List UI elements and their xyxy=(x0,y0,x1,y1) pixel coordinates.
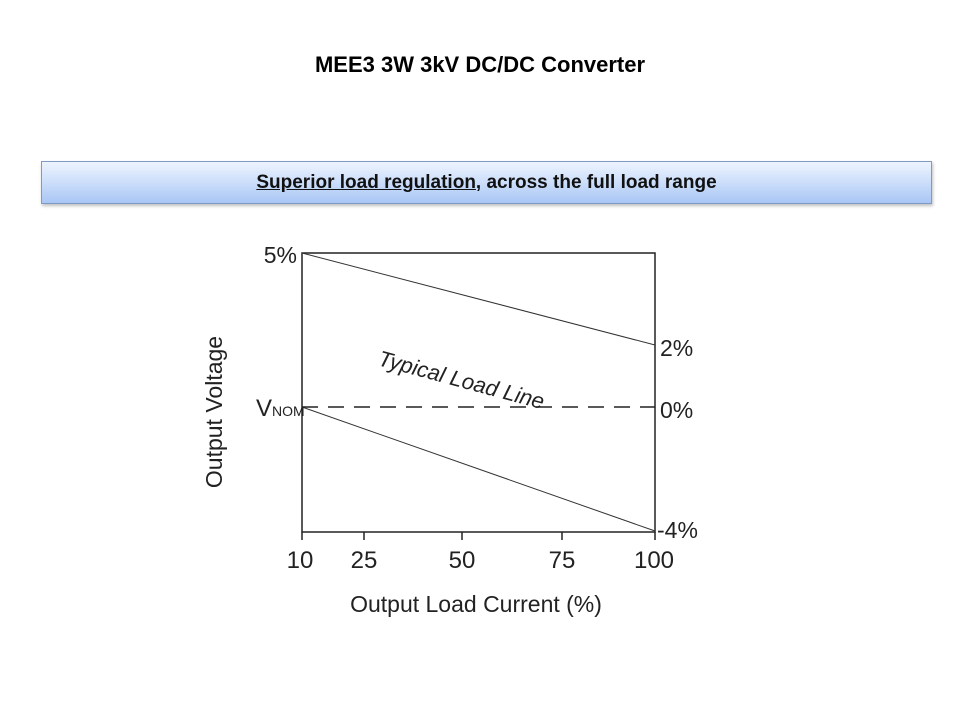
banner-underlined: Superior load regulation xyxy=(256,171,476,193)
vnom-label: VNOM xyxy=(256,395,305,422)
lower-limit-line xyxy=(301,406,656,532)
typical-load-line-annotation: Typical Load Line xyxy=(376,346,547,414)
x-tick: 50 xyxy=(449,547,476,574)
upper-limit-line xyxy=(301,252,656,346)
x-tick: 75 xyxy=(549,547,576,574)
left-label-5pct: 5% xyxy=(264,242,297,268)
slide-title: MEE3 3W 3kV DC/DC Converter xyxy=(314,52,646,77)
x-tick: 100 xyxy=(634,547,674,574)
right-label-2pct: 2% xyxy=(660,335,693,361)
right-label-neg4pct: -4% xyxy=(657,517,698,543)
subtitle-banner: Superior load regulation, across the ful… xyxy=(41,161,932,204)
x-axis-label: Output Load Current (%) xyxy=(350,591,602,617)
plot-frame xyxy=(301,252,656,533)
x-tick: 10 xyxy=(287,547,314,574)
banner-rest: , across the full load range xyxy=(475,171,717,193)
right-label-0pct: 0% xyxy=(660,397,693,423)
x-tick: 25 xyxy=(351,547,378,574)
y-axis-label: Output Voltage xyxy=(201,336,227,488)
